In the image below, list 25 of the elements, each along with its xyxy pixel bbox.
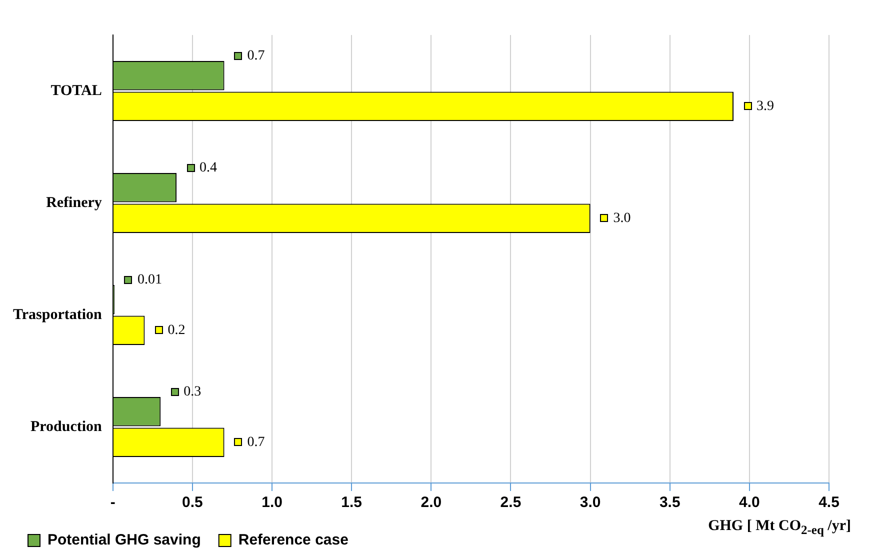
data-label: 0.01 — [137, 272, 162, 288]
y-tick-label: TOTAL — [50, 82, 102, 99]
x-tick-label: 2.5 — [500, 494, 522, 512]
x-tick-label: 1.0 — [262, 494, 282, 512]
data-label: 3.0 — [613, 211, 631, 226]
data-label: 0.7 — [247, 435, 265, 450]
legend-label: Reference case — [238, 532, 348, 549]
data-label: 0.3 — [184, 384, 202, 400]
data-label: 0.7 — [247, 48, 265, 64]
x-tick-label: 3.0 — [580, 494, 601, 512]
x-tick-label: 4.0 — [739, 494, 760, 512]
data-label: 3.9 — [756, 99, 774, 114]
y-tick-label: Refinery — [46, 194, 102, 211]
data-label: 0.4 — [200, 160, 218, 176]
x-tick-label: 4.5 — [818, 494, 840, 512]
x-tick-label: 1.5 — [341, 494, 362, 512]
x-axis-title: GHG [ Mt CO$_{2-eq}$ /yr] — [708, 518, 851, 538]
x-tick-label: - — [110, 494, 116, 512]
legend-label: Potential GHG saving — [48, 532, 201, 549]
x-tick-label: 3.5 — [659, 494, 680, 512]
x-tick-label: 2.0 — [420, 494, 442, 512]
y-tick-label: Trasportation — [12, 306, 103, 323]
x-tick-label: 0.5 — [182, 494, 203, 512]
y-tick-label: Production — [30, 418, 103, 435]
data-label: 0.2 — [168, 323, 186, 338]
